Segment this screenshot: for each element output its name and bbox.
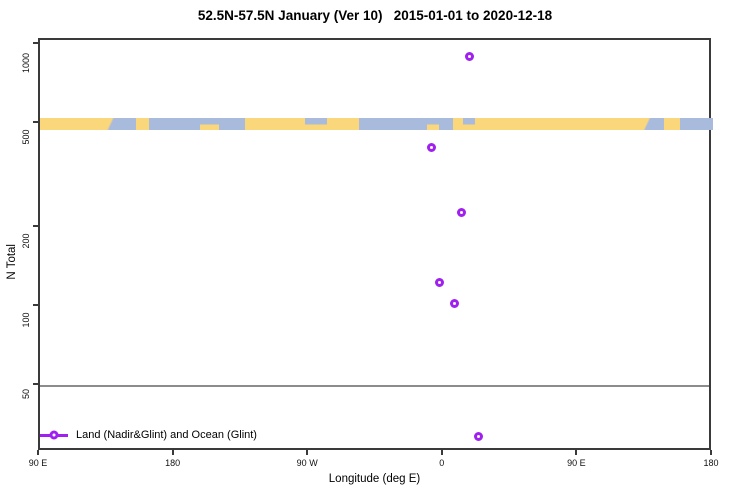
- y-tick-label: 100: [21, 312, 31, 328]
- map-band-segment-land: [663, 117, 681, 130]
- x-tick: [306, 450, 309, 455]
- map-band-segment-ocean: [117, 117, 136, 130]
- map-band-segment-land: [475, 117, 642, 130]
- map-band-segment-ocean: [439, 117, 453, 130]
- map-band-segment-coast_lb: [427, 117, 440, 130]
- x-tick: [575, 450, 578, 455]
- legend: Land (Nadir&Glint) and Ocean (Glint): [40, 428, 257, 442]
- gridline-50: [40, 385, 709, 387]
- plot-area: [38, 38, 713, 450]
- x-tick: [710, 450, 712, 455]
- map-band-segment-ocean: [653, 117, 664, 130]
- y-tick: [33, 225, 38, 228]
- map-band-segment-land: [327, 117, 359, 130]
- y-tick-label: 200: [21, 233, 31, 249]
- map-band-segment-ocean: [680, 117, 713, 130]
- map-band-segment-coast_lb: [200, 117, 220, 130]
- map-band-segment-ocean: [358, 117, 428, 130]
- x-tick-label: 90 E: [28, 458, 48, 468]
- data-point: [473, 432, 483, 442]
- map-band-segment-coast_lt: [102, 117, 118, 130]
- x-tick: [37, 450, 39, 455]
- legend-line-sample: [40, 430, 68, 440]
- y-tick: [33, 42, 38, 44]
- map-band-segment-land: [40, 117, 103, 130]
- x-tick: [440, 450, 443, 455]
- y-tick: [33, 304, 38, 307]
- map-band-segment-ocean: [219, 117, 245, 130]
- x-tick-label: 180: [165, 458, 181, 468]
- map-band-segment-coast_lb: [463, 117, 476, 130]
- data-point: [449, 299, 459, 309]
- data-point: [464, 51, 474, 61]
- map-band-segment-coast_lt: [641, 117, 654, 130]
- x-tick-label: 90 W: [296, 458, 318, 468]
- map-band-segment-land: [452, 117, 464, 130]
- data-point: [427, 142, 437, 152]
- map-band-segment-land: [135, 117, 150, 130]
- x-tick-label: 180: [703, 458, 719, 468]
- map-band-segment-land: [244, 117, 305, 130]
- map-band-segment-ocean: [149, 117, 201, 130]
- x-tick-label: 0: [439, 458, 445, 468]
- x-axis-title: Longitude (deg E): [328, 473, 421, 485]
- y-tick: [33, 383, 38, 385]
- x-tick-label: 90 E: [567, 458, 586, 468]
- map-band-segment-coast_lb: [304, 117, 328, 130]
- y-tick-label: 500: [21, 129, 31, 145]
- legend-open-circle-icon: [49, 430, 59, 440]
- data-point: [434, 278, 444, 288]
- x-tick: [171, 450, 174, 455]
- data-point: [457, 208, 467, 218]
- y-tick-label: 1000: [21, 53, 31, 74]
- y-axis-title: N Total: [6, 244, 18, 280]
- y-tick: [33, 120, 38, 123]
- y-tick-label: 50: [21, 389, 31, 400]
- legend-label: Land (Nadir&Glint) and Ocean (Glint): [76, 429, 257, 441]
- chart-title: 52.5N-57.5N January (Ver 10) 2015-01-01 …: [197, 8, 553, 23]
